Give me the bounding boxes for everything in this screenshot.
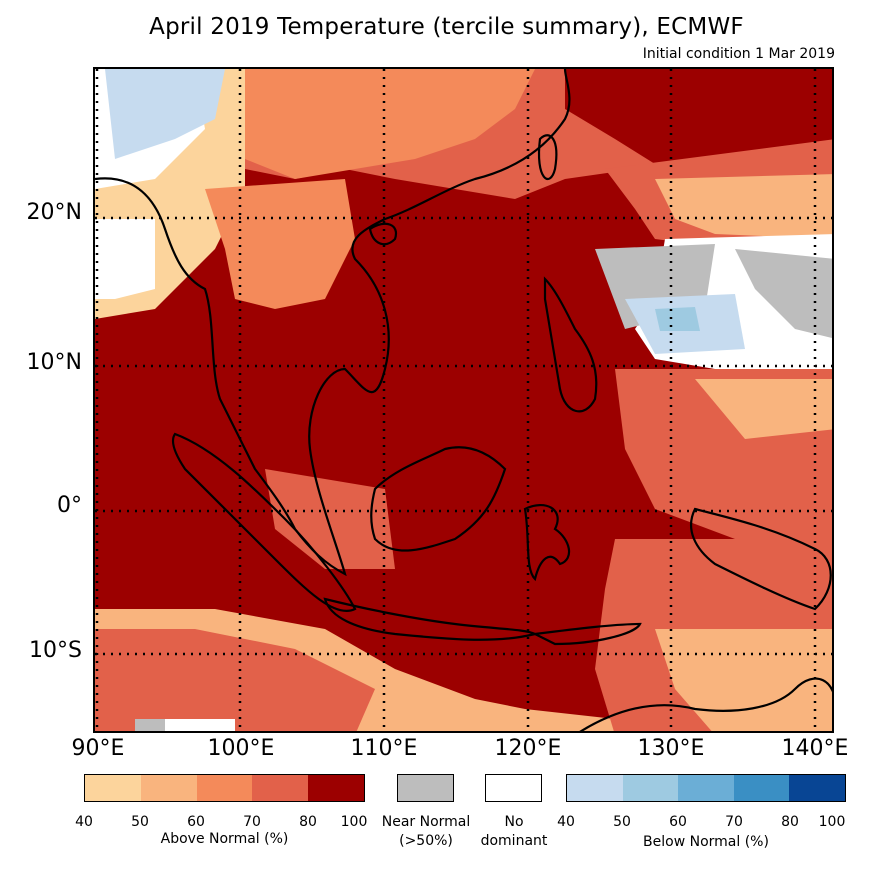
near-normal-label-1: Near Normal — [381, 814, 471, 830]
below-tick-100: 100 — [818, 814, 846, 830]
below-bin-70-80 — [733, 775, 790, 801]
below-normal-colorbar — [566, 774, 846, 802]
region-south-indian-ocean-no-dominant — [165, 719, 235, 731]
region-south-indian-ocean-near-normal — [135, 719, 165, 731]
region-bay-no-dominant — [95, 219, 155, 299]
region-java-sea-above-60-80 — [265, 469, 395, 569]
near-normal-label-2: (>50%) — [399, 833, 453, 849]
graticule — [95, 69, 832, 731]
above-tick-70: 70 — [243, 814, 261, 830]
below-tick-70: 70 — [725, 814, 743, 830]
below-normal-label: Below Normal (%) — [643, 834, 769, 850]
above-bin-40-50 — [85, 775, 141, 801]
lat-label-20n: 20°N — [26, 200, 82, 225]
above-tick-100: 100 — [340, 814, 368, 830]
above-bin-50-60 — [140, 775, 197, 801]
lon-label-120e: 120°E — [494, 736, 562, 761]
map-canvas — [95, 69, 832, 731]
below-bin-50-60 — [622, 775, 679, 801]
above-normal-label: Above Normal (%) — [160, 831, 289, 847]
above-tick-50: 50 — [131, 814, 149, 830]
lon-label-130e: 130°E — [637, 736, 705, 761]
below-tick-50: 50 — [613, 814, 631, 830]
below-bin-40-50 — [567, 775, 623, 801]
lon-label-110e: 110°E — [350, 736, 418, 761]
lat-label-10s: 10°S — [29, 638, 82, 663]
no-dominant-label-2: dominant — [480, 833, 548, 849]
below-tick-60: 60 — [669, 814, 687, 830]
region-timor-sea-above-40-60 — [655, 629, 832, 731]
lon-label-100e: 100°E — [207, 736, 275, 761]
initial-condition-label: Initial condition 1 Mar 2019 — [642, 46, 835, 62]
below-bin-60-70 — [678, 775, 734, 801]
below-tick-80: 80 — [781, 814, 799, 830]
above-bin-60-70 — [196, 775, 253, 801]
region-pacific-below-normal-2 — [655, 307, 700, 331]
region-south-indian-ocean-above-60-80 — [95, 629, 375, 731]
no-dominant-label-1: No — [504, 814, 524, 830]
region-pacific-above-40-60 — [655, 174, 832, 239]
no-dominant-swatch — [485, 774, 542, 802]
coastlines — [95, 69, 832, 731]
above-tick-40: 40 — [75, 814, 93, 830]
region-indochina-above-60-80 — [205, 179, 355, 309]
lat-label-10n: 10°N — [26, 350, 82, 375]
region-northeast-pacific-above-80 — [565, 69, 832, 169]
lat-label-0: 0° — [57, 493, 82, 518]
above-tick-80: 80 — [299, 814, 317, 830]
above-tick-60: 60 — [187, 814, 205, 830]
map-title: April 2019 Temperature (tercile summary)… — [149, 14, 744, 40]
region-pacific-equator-above-40-60 — [695, 379, 832, 439]
lon-label-90e: 90°E — [71, 736, 125, 761]
below-tick-40: 40 — [557, 814, 575, 830]
region-south-china-above-40-60 — [245, 69, 535, 179]
above-bin-70-80 — [252, 775, 309, 801]
region-myanmar-below-normal — [105, 69, 225, 159]
above-bin-80-100 — [308, 775, 364, 801]
above-normal-colorbar — [84, 774, 365, 802]
below-bin-80-100 — [789, 775, 845, 801]
lon-label-140e: 140°E — [781, 736, 849, 761]
forecast-map — [93, 67, 834, 733]
near-normal-swatch — [397, 774, 454, 802]
region-pacific-near-normal-2 — [735, 249, 832, 339]
